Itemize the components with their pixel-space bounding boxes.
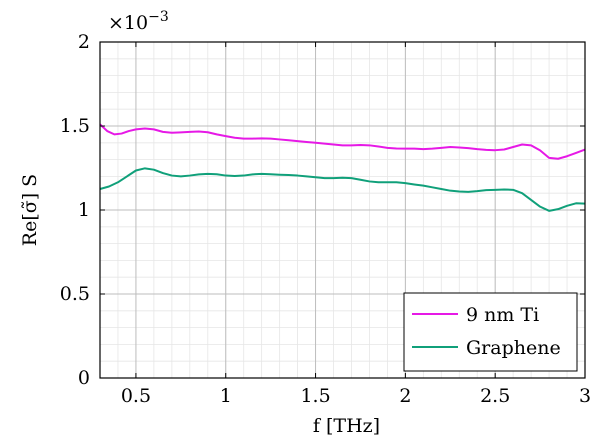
x-tick-label: 3	[579, 385, 591, 407]
y-tick-label: 1.5	[60, 115, 90, 137]
y-tick-label: 0.5	[60, 283, 90, 305]
x-tick-label: 2.5	[480, 385, 510, 407]
series-layer	[99, 123, 586, 212]
y-tick-label: 1	[78, 199, 90, 221]
y-multiplier-label: ×10−3	[108, 9, 169, 34]
x-tick-label: 0.5	[121, 385, 151, 407]
x-tick-label: 1	[220, 385, 232, 407]
y-tick-label: 2	[78, 31, 90, 53]
ticks-layer	[100, 41, 586, 379]
x-tick-label: 2	[399, 385, 411, 407]
x-axis-label: f [THz]	[313, 415, 380, 437]
x-tick-label: 1.5	[300, 385, 330, 407]
y-tick-label: 0	[78, 367, 90, 389]
legend-label-2: Graphene	[466, 337, 561, 359]
tick-labels: 0.5 1 1.5 2 2.5 3 0 0.5 1 1.5 2	[60, 31, 591, 407]
series-line-2	[99, 167, 586, 212]
y-axis-label: Re[σ̃] S	[19, 174, 41, 246]
legend-label-1: 9 nm Ti	[466, 304, 539, 326]
legend-box	[403, 292, 578, 372]
series-line-1	[99, 123, 586, 160]
legend: 9 nm Ti Graphene	[403, 292, 578, 372]
